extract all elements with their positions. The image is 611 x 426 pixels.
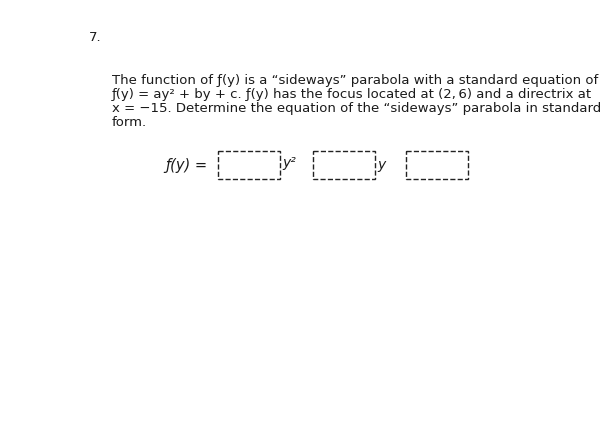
Text: x = −15. Determine the equation of the “sideways” parabola in standard: x = −15. Determine the equation of the “… (112, 102, 601, 115)
Bar (406, 151, 468, 179)
Text: y²: y² (282, 156, 296, 170)
Bar (313, 151, 375, 179)
Text: ƒ(y) =: ƒ(y) = (166, 158, 208, 173)
Text: 7.: 7. (89, 31, 101, 44)
Text: ƒ(y) = ay² + by + c. ƒ(y) has the focus located at (2, 6) and a directrix at: ƒ(y) = ay² + by + c. ƒ(y) has the focus … (112, 88, 592, 101)
Bar (218, 151, 280, 179)
Text: The function of ƒ(y) is a “sideways” parabola with a standard equation of: The function of ƒ(y) is a “sideways” par… (112, 74, 598, 87)
Text: y: y (377, 158, 386, 172)
Text: form.: form. (112, 116, 147, 129)
